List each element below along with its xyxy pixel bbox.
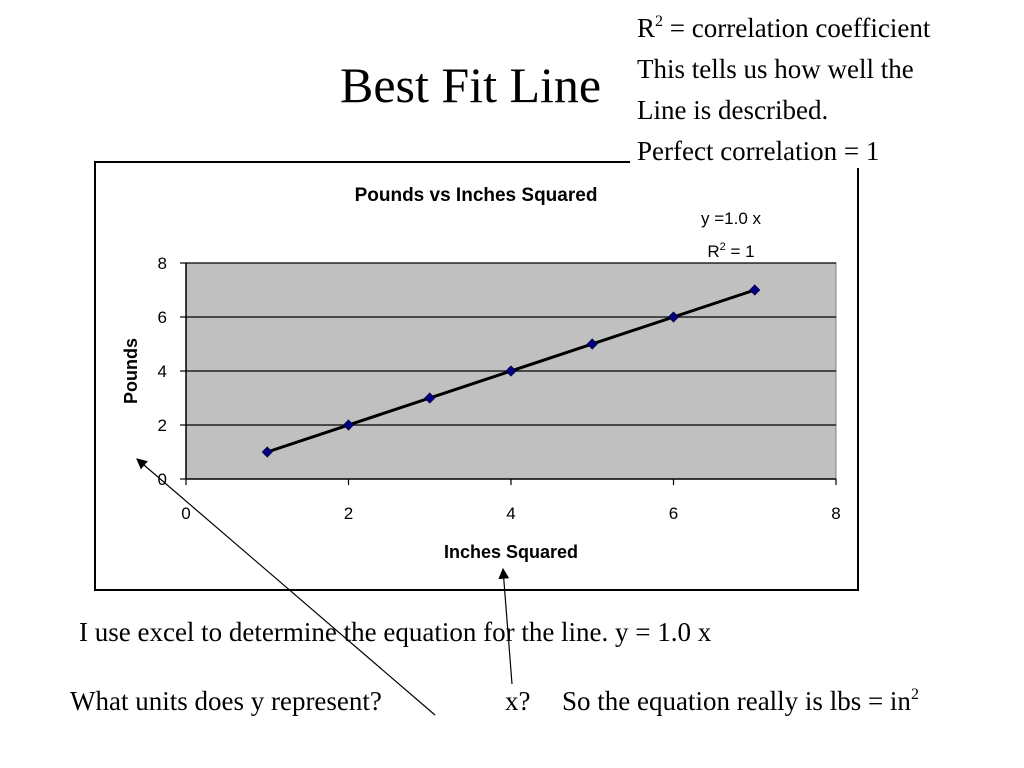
trendline-r2: R2 = 1 (707, 241, 754, 261)
x-tick-label: 2 (344, 504, 353, 523)
y-tick-label: 6 (158, 308, 167, 327)
y-tick-label: 4 (158, 362, 167, 381)
x-axis-label: Inches Squared (444, 542, 578, 562)
y-axis-label: Pounds (121, 338, 141, 404)
note-r2-definition-text: = correlation coefficient (663, 13, 931, 43)
data-point (342, 419, 355, 431)
correlation-note: R2 = correlation coefficient This tells … (630, 8, 1024, 168)
units-question: What units does y represent? (70, 686, 382, 716)
trendline-r2-value: = 1 (726, 242, 755, 261)
equation-statement: So the equation really is lbs = in2 (562, 686, 919, 717)
data-markers (261, 284, 761, 458)
y-tick-label: 2 (158, 416, 167, 435)
note-r2-definition: R2 = correlation coefficient (637, 8, 930, 49)
data-point (749, 284, 761, 296)
x-tick-label: 4 (506, 504, 515, 523)
trendline-r2-exponent: 2 (720, 241, 726, 253)
excel-sentence: I use excel to determine the equation fo… (79, 617, 712, 647)
data-point (424, 392, 436, 404)
x-tick-label: 8 (831, 504, 840, 523)
x-question: x? (505, 686, 531, 716)
y-tick-label: 0 (158, 470, 167, 489)
data-point (261, 446, 273, 458)
equation-exponent: 2 (910, 686, 919, 703)
trendline-equation: y =1.0 x (701, 209, 762, 228)
note-line-3: Line is described. (637, 95, 829, 125)
trendline-r2-symbol: R (707, 242, 719, 261)
x-tick-label: 6 (669, 504, 678, 523)
note-r2-symbol: R (637, 13, 656, 43)
y-tick-label: 8 (158, 254, 167, 273)
x-tick-label: 0 (181, 504, 190, 523)
note-line-2: This tells us how well the (637, 54, 914, 84)
equation-text: So the equation really is lbs = in (562, 686, 911, 716)
slide-title: Best Fit Line (340, 57, 602, 113)
chart-title: Pounds vs Inches Squared (355, 185, 598, 206)
note-r2-exponent: 2 (655, 13, 664, 30)
data-point (667, 311, 680, 323)
data-point (586, 338, 598, 350)
note-line-4: Perfect correlation = 1 (637, 136, 880, 166)
data-point (505, 365, 517, 377)
